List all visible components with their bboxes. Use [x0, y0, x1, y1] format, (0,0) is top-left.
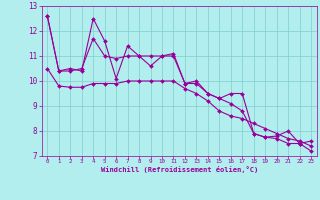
- X-axis label: Windchill (Refroidissement éolien,°C): Windchill (Refroidissement éolien,°C): [100, 166, 258, 173]
